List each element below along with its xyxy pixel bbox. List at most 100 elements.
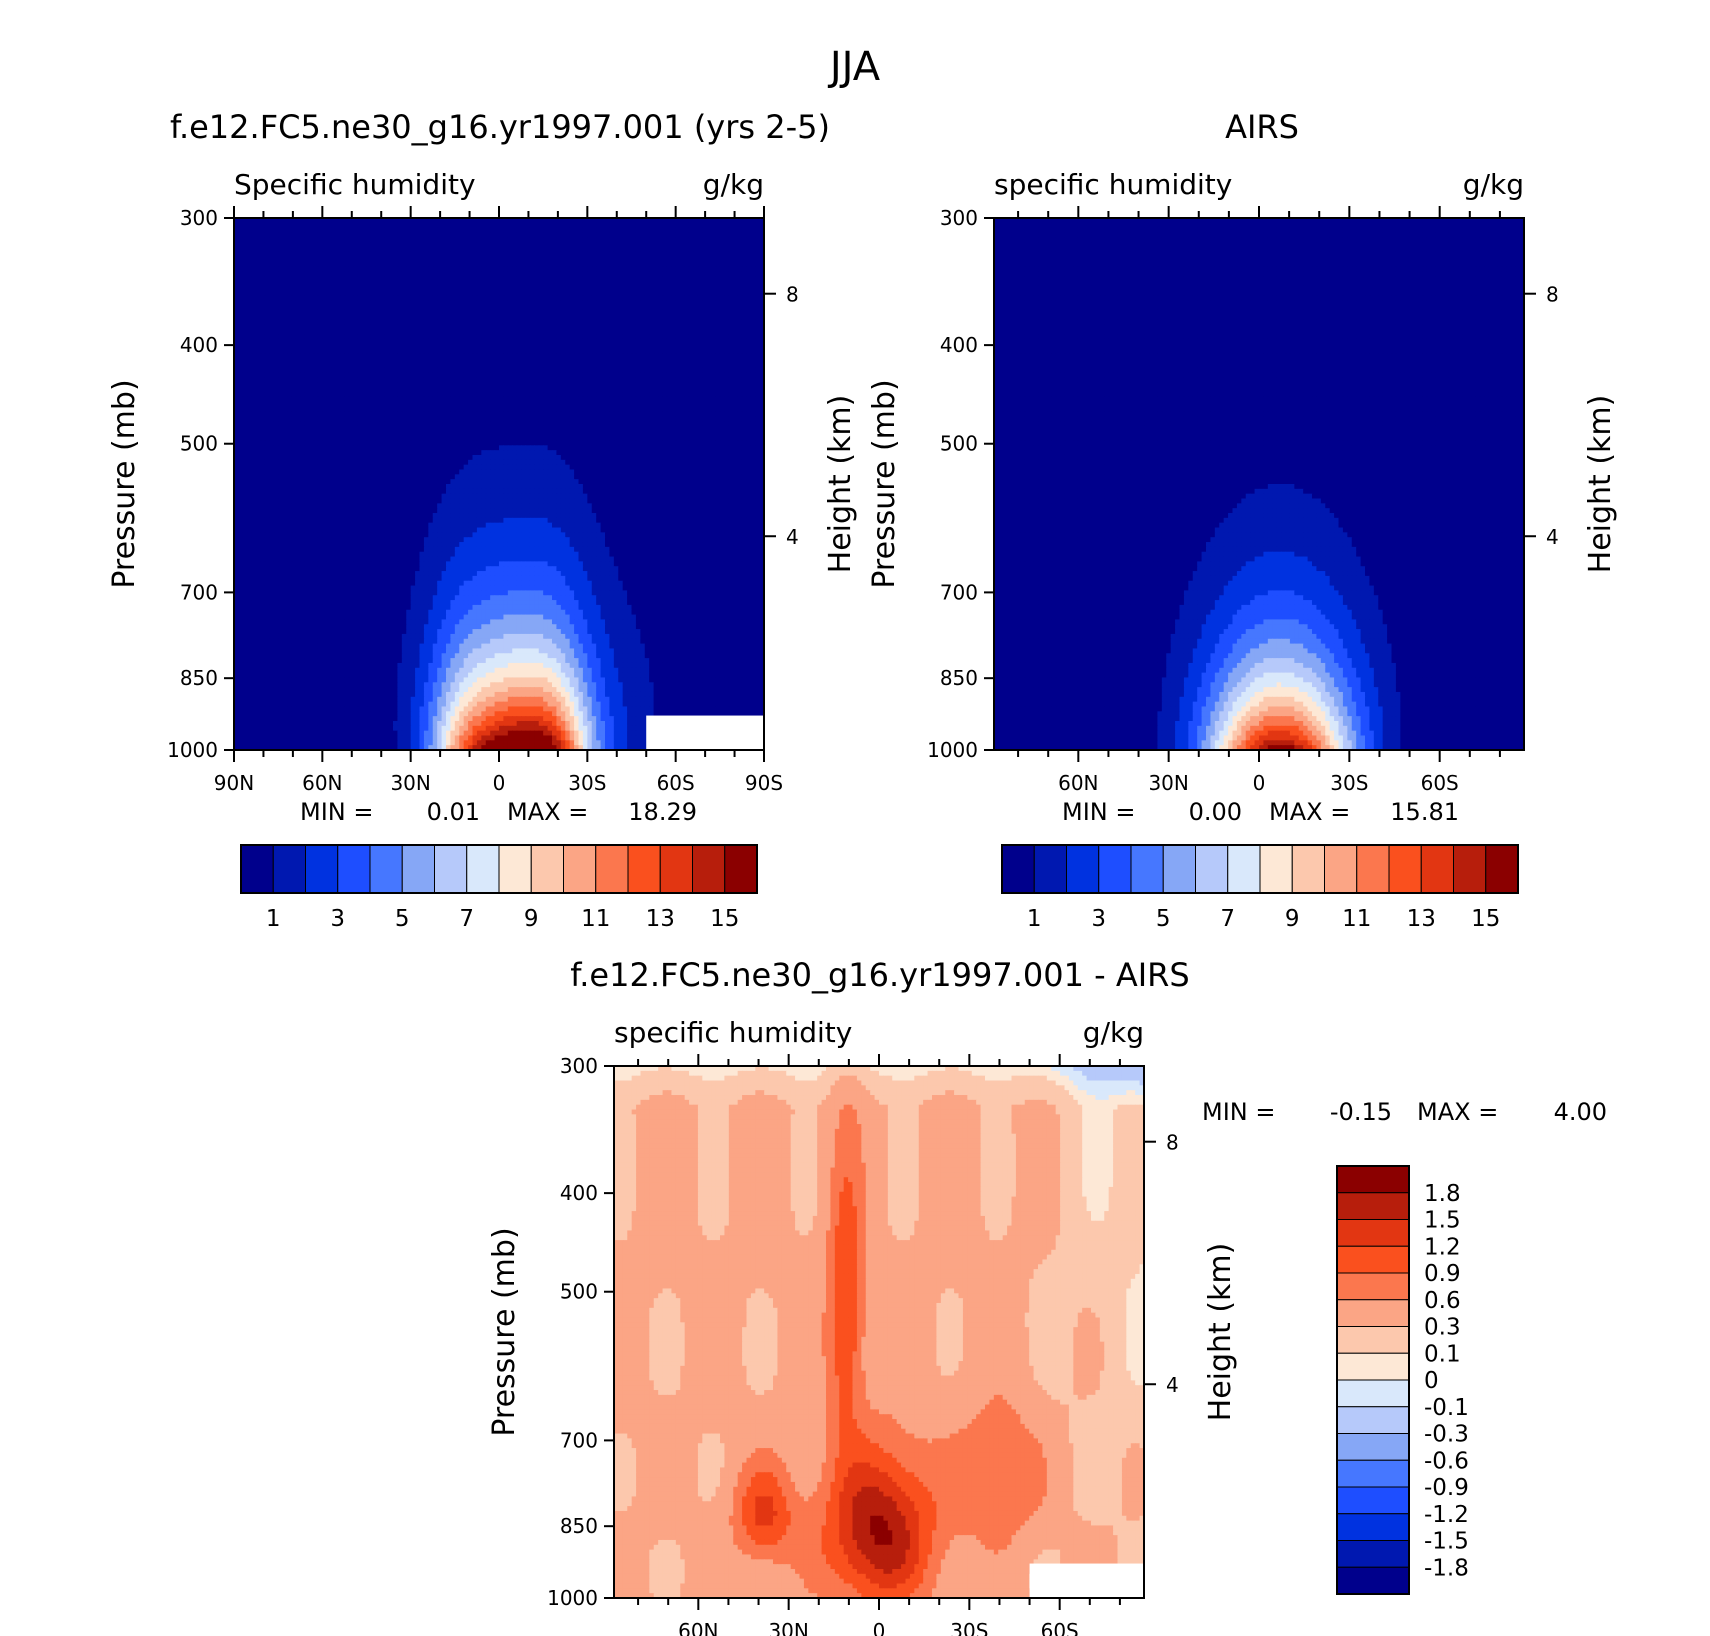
field-cell — [450, 237, 455, 242]
field-cell — [738, 252, 743, 257]
field-cell — [640, 223, 645, 228]
field-cell — [287, 257, 292, 262]
field-cell — [534, 237, 539, 242]
field-cell — [609, 228, 614, 233]
field-cell — [442, 242, 447, 247]
field-cell — [517, 228, 522, 233]
field-cell — [437, 237, 442, 242]
field-cell — [389, 237, 394, 242]
field-cell — [689, 223, 694, 228]
field-cell — [596, 233, 601, 238]
field-cell — [331, 257, 336, 262]
field-cell — [481, 237, 486, 242]
field-cell — [402, 247, 407, 252]
field-cell — [252, 242, 257, 247]
field-cell — [680, 247, 685, 252]
field-cell — [698, 233, 703, 238]
field-cell — [729, 233, 734, 238]
field-cell — [667, 257, 672, 262]
field-cell — [393, 223, 398, 228]
field-cell — [344, 223, 349, 228]
field-cell — [468, 233, 473, 238]
field-cell — [570, 257, 575, 262]
field-cell — [530, 233, 535, 238]
field-cell — [344, 252, 349, 257]
field-cell — [247, 233, 252, 238]
field-cell — [561, 223, 566, 228]
field-cell — [583, 247, 588, 252]
field-cell — [746, 223, 751, 228]
field-cell — [243, 242, 248, 247]
field-cell — [707, 223, 712, 228]
field-cell — [614, 233, 619, 238]
field-cell — [238, 257, 243, 262]
field-cell — [503, 237, 508, 242]
field-cell — [742, 242, 747, 247]
field-cell — [552, 228, 557, 233]
field-cell — [318, 233, 323, 238]
field-cell — [256, 252, 261, 257]
field-cell — [499, 237, 504, 242]
field-cell — [283, 252, 288, 257]
field-cell — [389, 247, 394, 252]
field-cell — [556, 223, 561, 228]
field-cell — [358, 237, 363, 242]
field-cell — [291, 247, 296, 252]
field-cell — [247, 252, 252, 257]
field-cell — [477, 257, 482, 262]
field-cell — [587, 252, 592, 257]
field-cell — [552, 257, 557, 262]
field-cell — [415, 233, 420, 238]
field-cell — [751, 252, 756, 257]
field-cell — [605, 252, 610, 257]
field-cell — [428, 228, 433, 233]
field-cell — [738, 233, 743, 238]
field-cell — [746, 233, 751, 238]
field-cell — [481, 252, 486, 257]
field-cell — [654, 233, 659, 238]
field-cell — [428, 223, 433, 228]
field-cell — [596, 257, 601, 262]
field-cell — [702, 233, 707, 238]
field-cell — [380, 228, 385, 233]
field-cell — [424, 223, 429, 228]
field-cell — [362, 252, 367, 257]
field-cell — [503, 223, 508, 228]
field-cell — [720, 252, 725, 257]
field-cell — [486, 233, 491, 238]
field-cell — [742, 233, 747, 238]
field-cell — [658, 252, 663, 257]
field-cell — [623, 233, 628, 238]
field-cell — [676, 247, 681, 252]
field-cell — [640, 257, 645, 262]
field-cell — [243, 252, 248, 257]
field-cell — [349, 228, 354, 233]
field-cell — [693, 252, 698, 257]
field-cell — [274, 237, 279, 242]
field-cell — [283, 228, 288, 233]
field-cell — [662, 247, 667, 252]
field-cell — [685, 252, 690, 257]
field-cell — [397, 242, 402, 247]
field-cell — [724, 252, 729, 257]
field-cell — [287, 237, 292, 242]
field-cell — [503, 252, 508, 257]
field-cell — [636, 228, 641, 233]
field-cell — [406, 247, 411, 252]
field-cell — [269, 228, 274, 233]
field-cell — [428, 252, 433, 257]
field-cell — [389, 242, 394, 247]
field-cell — [314, 242, 319, 247]
field-cell — [539, 233, 544, 238]
field-cell — [689, 252, 694, 257]
figure-title: JJA — [827, 44, 881, 90]
field-cell — [574, 257, 579, 262]
field-cell — [627, 228, 632, 233]
field-cell — [738, 237, 743, 242]
field-cell — [362, 228, 367, 233]
field-cell — [322, 237, 327, 242]
field-cell — [252, 233, 257, 238]
field-cell — [486, 237, 491, 242]
field-cell — [605, 257, 610, 262]
field-cell — [640, 237, 645, 242]
